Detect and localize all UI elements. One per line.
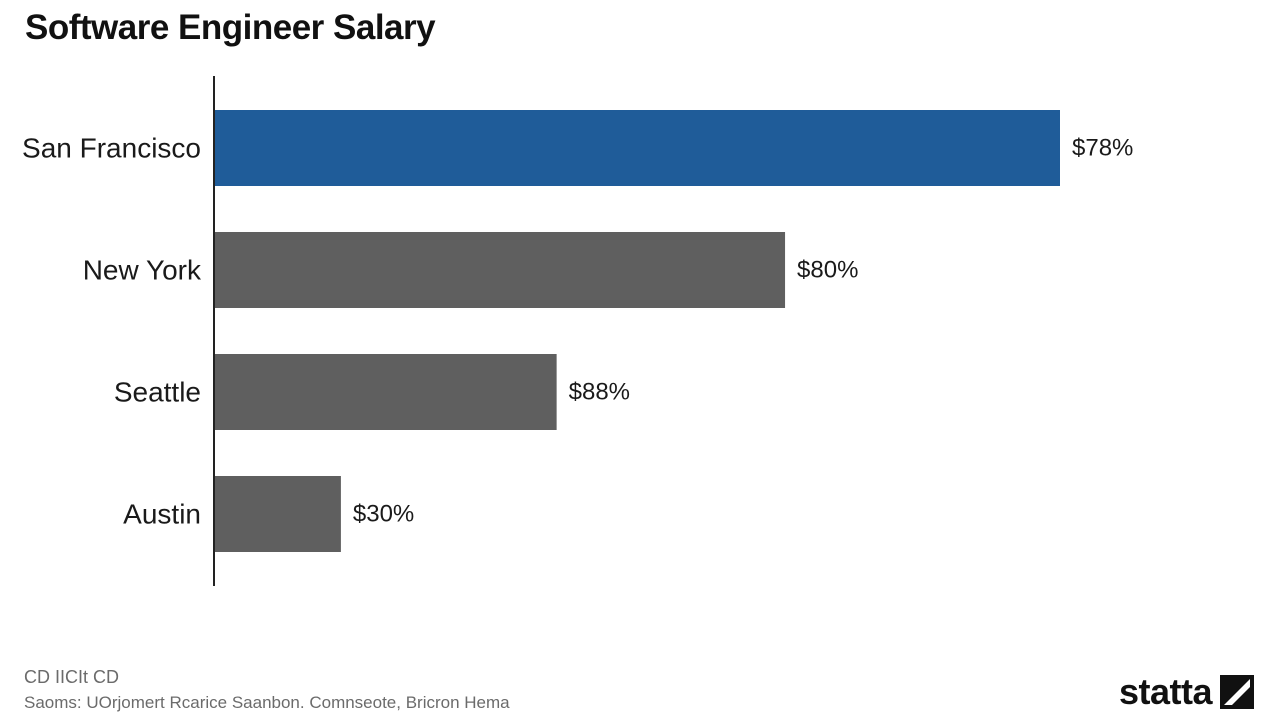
bar-value-label: $78% [1072, 135, 1133, 162]
brand-logo: statta [1119, 674, 1254, 710]
statista-logo-icon [1220, 675, 1254, 709]
footer-note: CD IICIt CD [24, 667, 120, 687]
bar-chart: San Francisco $78% New York $80% Seattle $88%… [22, 76, 1133, 586]
category-label: San Francisco [22, 133, 201, 164]
bar-austin [214, 476, 341, 552]
bar-seattle [214, 354, 557, 430]
bar-san-francisco [214, 110, 1060, 186]
bar-new-york [214, 232, 786, 308]
chart-title: Software Engineer Salary [25, 8, 436, 47]
category-label: Seattle [114, 377, 201, 408]
brand-name: statta [1118, 671, 1213, 712]
bars-group: San Francisco $78% New York $80% Seattle $88%… [22, 110, 1133, 552]
bar-value-label: $80% [797, 257, 858, 284]
bar-value-label: $88% [569, 379, 630, 406]
category-label: New York [83, 255, 202, 286]
category-label: Austin [123, 499, 201, 530]
bar-value-label: $30% [353, 501, 414, 528]
source-note: Saoms: UOrjomert Rcarice Saanbon. Comnse… [24, 693, 510, 712]
